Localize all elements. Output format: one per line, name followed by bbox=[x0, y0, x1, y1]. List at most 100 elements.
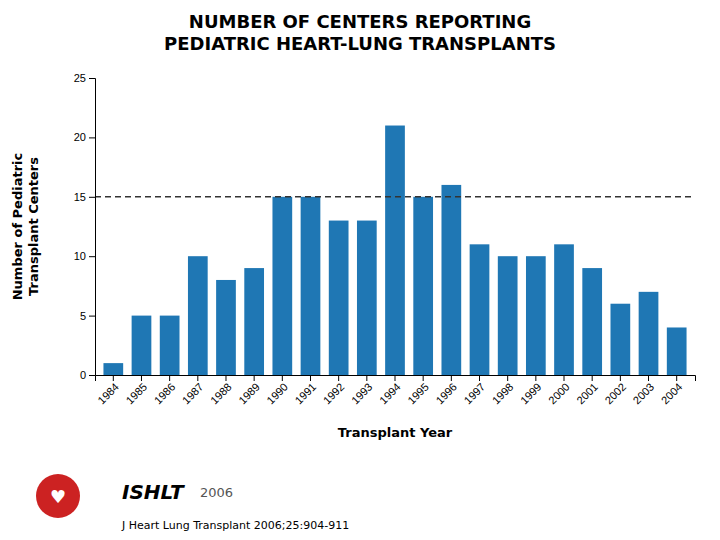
x-tick-label: 1990 bbox=[264, 381, 290, 407]
x-tick-mark bbox=[141, 375, 142, 381]
title: NUMBER OF CENTERS REPORTINGPEDIATRIC HEA… bbox=[164, 11, 556, 54]
y-axis: 0 5 10 15 20 25 bbox=[74, 72, 96, 381]
x-tick-mark bbox=[592, 375, 593, 381]
reference-line bbox=[95, 196, 695, 198]
y-tick-label: 5 bbox=[80, 310, 86, 322]
x-tick-label: 1987 bbox=[180, 381, 206, 407]
x-tick: 1995 bbox=[405, 375, 431, 406]
chart: NUMBER OF CENTERS REPORTINGPEDIATRIC HEA… bbox=[0, 0, 720, 540]
bar bbox=[470, 244, 490, 375]
x-axis: 1984198519861987198819891990199119921993… bbox=[95, 375, 695, 406]
x-axis-label: Transplant Year bbox=[338, 425, 453, 440]
x-tick-label: 1988 bbox=[208, 381, 234, 407]
y-axis-label-line: Transplant Centers bbox=[26, 157, 41, 296]
x-tick: 1991 bbox=[292, 375, 318, 406]
bar bbox=[160, 316, 180, 375]
y-tick: 20 bbox=[74, 131, 95, 143]
y-tick-label: 10 bbox=[74, 250, 86, 262]
x-tick: 1986 bbox=[152, 375, 178, 406]
x-tick: 2004 bbox=[659, 375, 685, 406]
x-tick-mark bbox=[423, 375, 424, 381]
bar bbox=[639, 292, 659, 375]
bar bbox=[216, 280, 236, 375]
x-tick: 1990 bbox=[264, 375, 290, 406]
footnote-year: 2006 bbox=[200, 485, 233, 500]
x-tick-label: 1998 bbox=[490, 381, 516, 407]
bar bbox=[582, 268, 602, 375]
x-tick-mark bbox=[507, 375, 508, 381]
y-axis-label: Number of PediatricTransplant Centers bbox=[10, 153, 41, 301]
x-tick-mark bbox=[676, 375, 677, 381]
x-tick-label: 1993 bbox=[349, 381, 375, 407]
x-tick-mark bbox=[648, 375, 649, 381]
x-tick-label: 2002 bbox=[602, 381, 628, 407]
y-tick: 25 bbox=[74, 72, 95, 84]
x-tick-mark bbox=[197, 375, 198, 381]
y-tick-mark bbox=[89, 375, 95, 376]
x-tick: 1988 bbox=[208, 375, 234, 406]
x-tick: 1994 bbox=[377, 375, 403, 406]
x-tick-mark bbox=[395, 375, 396, 381]
x-tick: 1999 bbox=[518, 375, 544, 406]
x-tick: 2003 bbox=[631, 375, 657, 406]
y-tick: 0 bbox=[80, 369, 95, 381]
x-tick-mark bbox=[479, 375, 480, 381]
footer: ♥ ISHLT 2006 J Heart Lung Transplant 2006;2… bbox=[36, 474, 349, 532]
y-tick-mark bbox=[89, 256, 95, 257]
bar bbox=[441, 185, 461, 375]
x-tick: 1997 bbox=[461, 375, 487, 406]
y-axis-line bbox=[89, 79, 96, 376]
x-tick: 2000 bbox=[546, 375, 572, 406]
x-tick-mark bbox=[535, 375, 536, 381]
title-line: NUMBER OF CENTERS REPORTING bbox=[189, 11, 531, 32]
x-tick-label: 2001 bbox=[574, 381, 600, 407]
x-tick-mark bbox=[366, 375, 367, 381]
x-tick-label: 1985 bbox=[123, 381, 149, 407]
x-tick-mark bbox=[564, 375, 565, 381]
bar bbox=[357, 221, 377, 375]
bar bbox=[103, 363, 123, 375]
logo bbox=[36, 474, 80, 518]
y-tick: 5 bbox=[80, 310, 95, 322]
x-tick: 1984 bbox=[95, 375, 121, 406]
bar bbox=[244, 268, 264, 375]
footnote-journal: J Heart Lung Transplant 2006;25:904-911 bbox=[121, 519, 349, 532]
x-axis-line bbox=[96, 376, 696, 382]
y-tick: 10 bbox=[74, 250, 95, 262]
x-tick: 1985 bbox=[123, 375, 149, 406]
bar bbox=[272, 197, 292, 375]
bar bbox=[188, 256, 208, 375]
x-tick-mark bbox=[310, 375, 311, 381]
x-tick-mark bbox=[338, 375, 339, 381]
marks bbox=[95, 126, 695, 375]
y-tick-label: 25 bbox=[74, 72, 86, 84]
y-tick-mark bbox=[89, 78, 95, 79]
x-tick: 1996 bbox=[433, 375, 459, 406]
x-tick-label: 1992 bbox=[321, 381, 347, 407]
x-tick-label: 2004 bbox=[659, 381, 685, 407]
x-tick-label: 1999 bbox=[518, 381, 544, 407]
x-tick-label: 1989 bbox=[236, 381, 262, 407]
x-tick-mark bbox=[254, 375, 255, 381]
x-tick-mark bbox=[113, 375, 114, 381]
y-tick-mark bbox=[89, 316, 95, 317]
bar bbox=[301, 197, 321, 375]
y-tick: 15 bbox=[74, 191, 95, 203]
footnote-org: ISHLT bbox=[122, 480, 185, 504]
x-tick: 1992 bbox=[321, 375, 347, 406]
x-tick-label: 2000 bbox=[546, 381, 572, 407]
logo-symbol: ♥ bbox=[50, 486, 66, 507]
x-tick-mark bbox=[282, 375, 283, 381]
x-tick-mark bbox=[225, 375, 226, 381]
x-tick-label: 1986 bbox=[152, 381, 178, 407]
x-tick-label: 2003 bbox=[631, 381, 657, 407]
plot: 0510152025198419851986198719881989199019… bbox=[74, 72, 696, 406]
x-tick: 2001 bbox=[574, 375, 600, 406]
x-tick-label: 1991 bbox=[292, 381, 318, 407]
y-tick-label: 15 bbox=[74, 191, 86, 203]
bar bbox=[667, 327, 687, 375]
x-tick: 1993 bbox=[349, 375, 375, 406]
bar bbox=[526, 256, 546, 375]
y-tick-mark bbox=[89, 197, 95, 198]
x-tick: 1998 bbox=[490, 375, 516, 406]
